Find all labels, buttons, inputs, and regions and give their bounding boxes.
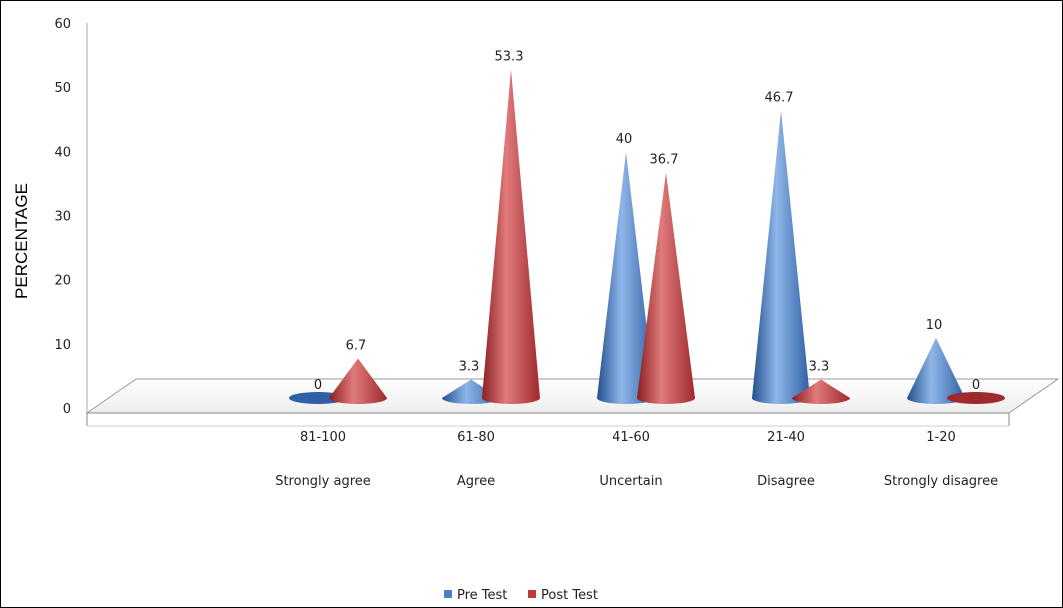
- cone-body: [752, 110, 810, 405]
- category-label: 21-40: [767, 430, 805, 445]
- cone-post-test: [329, 358, 387, 404]
- legend-swatch-post-test: [528, 590, 536, 598]
- cone-pre-test: [907, 338, 965, 404]
- data-label: 36.7: [650, 152, 679, 167]
- category-description: Disagree: [757, 474, 815, 489]
- y-tick-label: 60: [54, 17, 71, 32]
- cone-body: [637, 172, 695, 404]
- data-label: 0: [314, 378, 322, 393]
- cone-pre-test: [597, 152, 655, 404]
- legend-swatch-pre-test: [444, 590, 452, 598]
- legend-label-post-test: Post Test: [541, 588, 598, 603]
- legend-label-pre-test: Pre Test: [457, 588, 507, 603]
- category-description: Strongly disagree: [884, 474, 998, 489]
- y-axis-ticks: 0 10 20 30 40 50 60: [54, 17, 71, 417]
- cone-body: [482, 69, 540, 404]
- data-label: 3.3: [809, 360, 830, 375]
- cone-body: [329, 358, 387, 404]
- cone-post-test: [637, 172, 695, 404]
- cone-body: [907, 338, 965, 404]
- cone-body: [792, 379, 850, 404]
- y-tick-label: 40: [54, 145, 71, 160]
- cones-layer: [289, 69, 1005, 405]
- data-label: 53.3: [495, 50, 524, 65]
- category-description: Uncertain: [599, 474, 662, 489]
- data-labels: 0 6.7 3.3 53.3 40 36.7 46.7 3.3 10 0: [314, 50, 980, 393]
- cone-post-test: [792, 379, 850, 404]
- category-label: 81-100: [300, 430, 346, 445]
- data-label: 6.7: [346, 338, 367, 353]
- y-tick-label: 10: [54, 338, 71, 353]
- cone-pre-test: [752, 110, 810, 405]
- y-tick-label: 20: [54, 274, 71, 289]
- cone-body: [597, 152, 655, 404]
- legend: Pre Test Post Test: [444, 588, 598, 603]
- category-label: 1-20: [926, 430, 956, 445]
- data-label: 40: [616, 132, 633, 147]
- cone-post-test: [482, 69, 540, 404]
- y-tick-label: 30: [54, 210, 71, 225]
- data-label: 0: [972, 378, 980, 393]
- data-label: 10: [926, 318, 943, 333]
- data-label: 46.7: [765, 90, 794, 105]
- y-tick-label: 0: [63, 402, 71, 417]
- category-description: Strongly agree: [275, 474, 371, 489]
- category-description: Agree: [457, 474, 495, 489]
- y-axis-label: PERCENTAGE: [12, 183, 31, 299]
- category-label: 41-60: [612, 430, 650, 445]
- cone-post-test: [947, 392, 1005, 404]
- cone-base-flat: [947, 392, 1005, 404]
- data-label: 3.3: [459, 360, 480, 375]
- category-labels: 81-100 Strongly agree 61-80 Agree 41-60 Uncer…: [275, 430, 998, 489]
- y-tick-label: 50: [54, 81, 71, 96]
- category-label: 61-80: [457, 430, 495, 445]
